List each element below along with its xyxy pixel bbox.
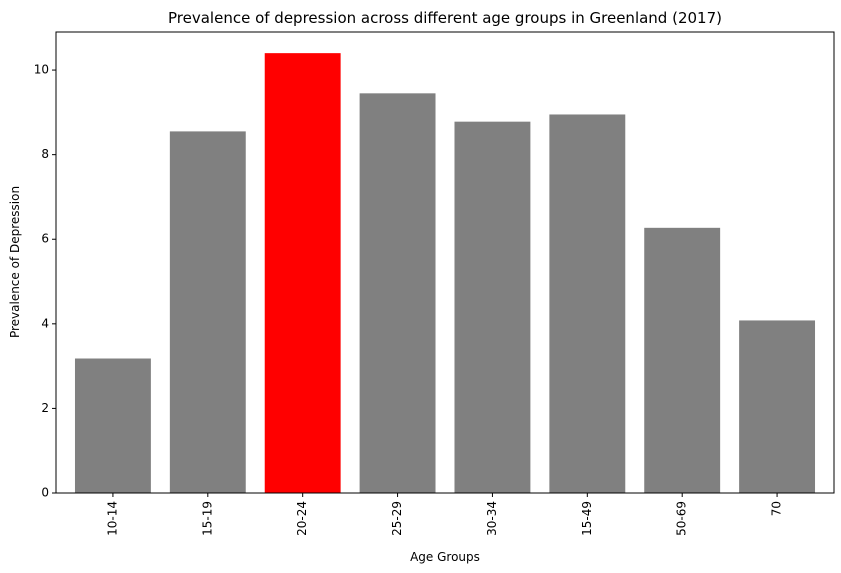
- bars-group: [74, 53, 816, 494]
- bar-25-29: [359, 93, 436, 493]
- bar-15-49: [549, 114, 626, 493]
- x-tick-label: 10-14: [105, 501, 119, 536]
- x-tick-label: 15-49: [580, 501, 594, 536]
- y-tick-label: 10: [34, 63, 49, 77]
- y-axis-label: Prevalence of Depression: [8, 186, 22, 338]
- plot-frame: [55, 31, 835, 494]
- bar-70: [739, 320, 816, 493]
- chart-title: Prevalence of depression across differen…: [168, 9, 722, 27]
- x-tick-label: 15-19: [200, 501, 214, 536]
- bar-10-14: [74, 358, 151, 493]
- y-tick-label: 4: [41, 316, 49, 330]
- y-axis-ticks: 0 2 4 6 8 10: [34, 63, 56, 500]
- x-tick-label: 30-34: [485, 501, 499, 536]
- y-tick-label: 2: [41, 401, 49, 415]
- bar-50-69: [644, 227, 721, 493]
- y-tick-label: 0: [41, 486, 49, 500]
- bar-20-24: [264, 53, 341, 494]
- x-tick-label: 70: [770, 501, 784, 516]
- x-tick-label: 50-69: [675, 501, 689, 536]
- y-tick-label: 6: [41, 232, 49, 246]
- bar-30-34: [454, 121, 531, 493]
- x-tick-label: 20-24: [295, 501, 309, 536]
- x-axis-ticks: 10-14 15-19 20-24 25-29 30-34 15-49 50-69 70: [105, 493, 784, 536]
- x-tick-label: 25-29: [390, 501, 404, 536]
- y-tick-label: 8: [41, 147, 49, 161]
- bar-15-19: [169, 131, 246, 493]
- x-axis-label: Age Groups: [410, 550, 480, 564]
